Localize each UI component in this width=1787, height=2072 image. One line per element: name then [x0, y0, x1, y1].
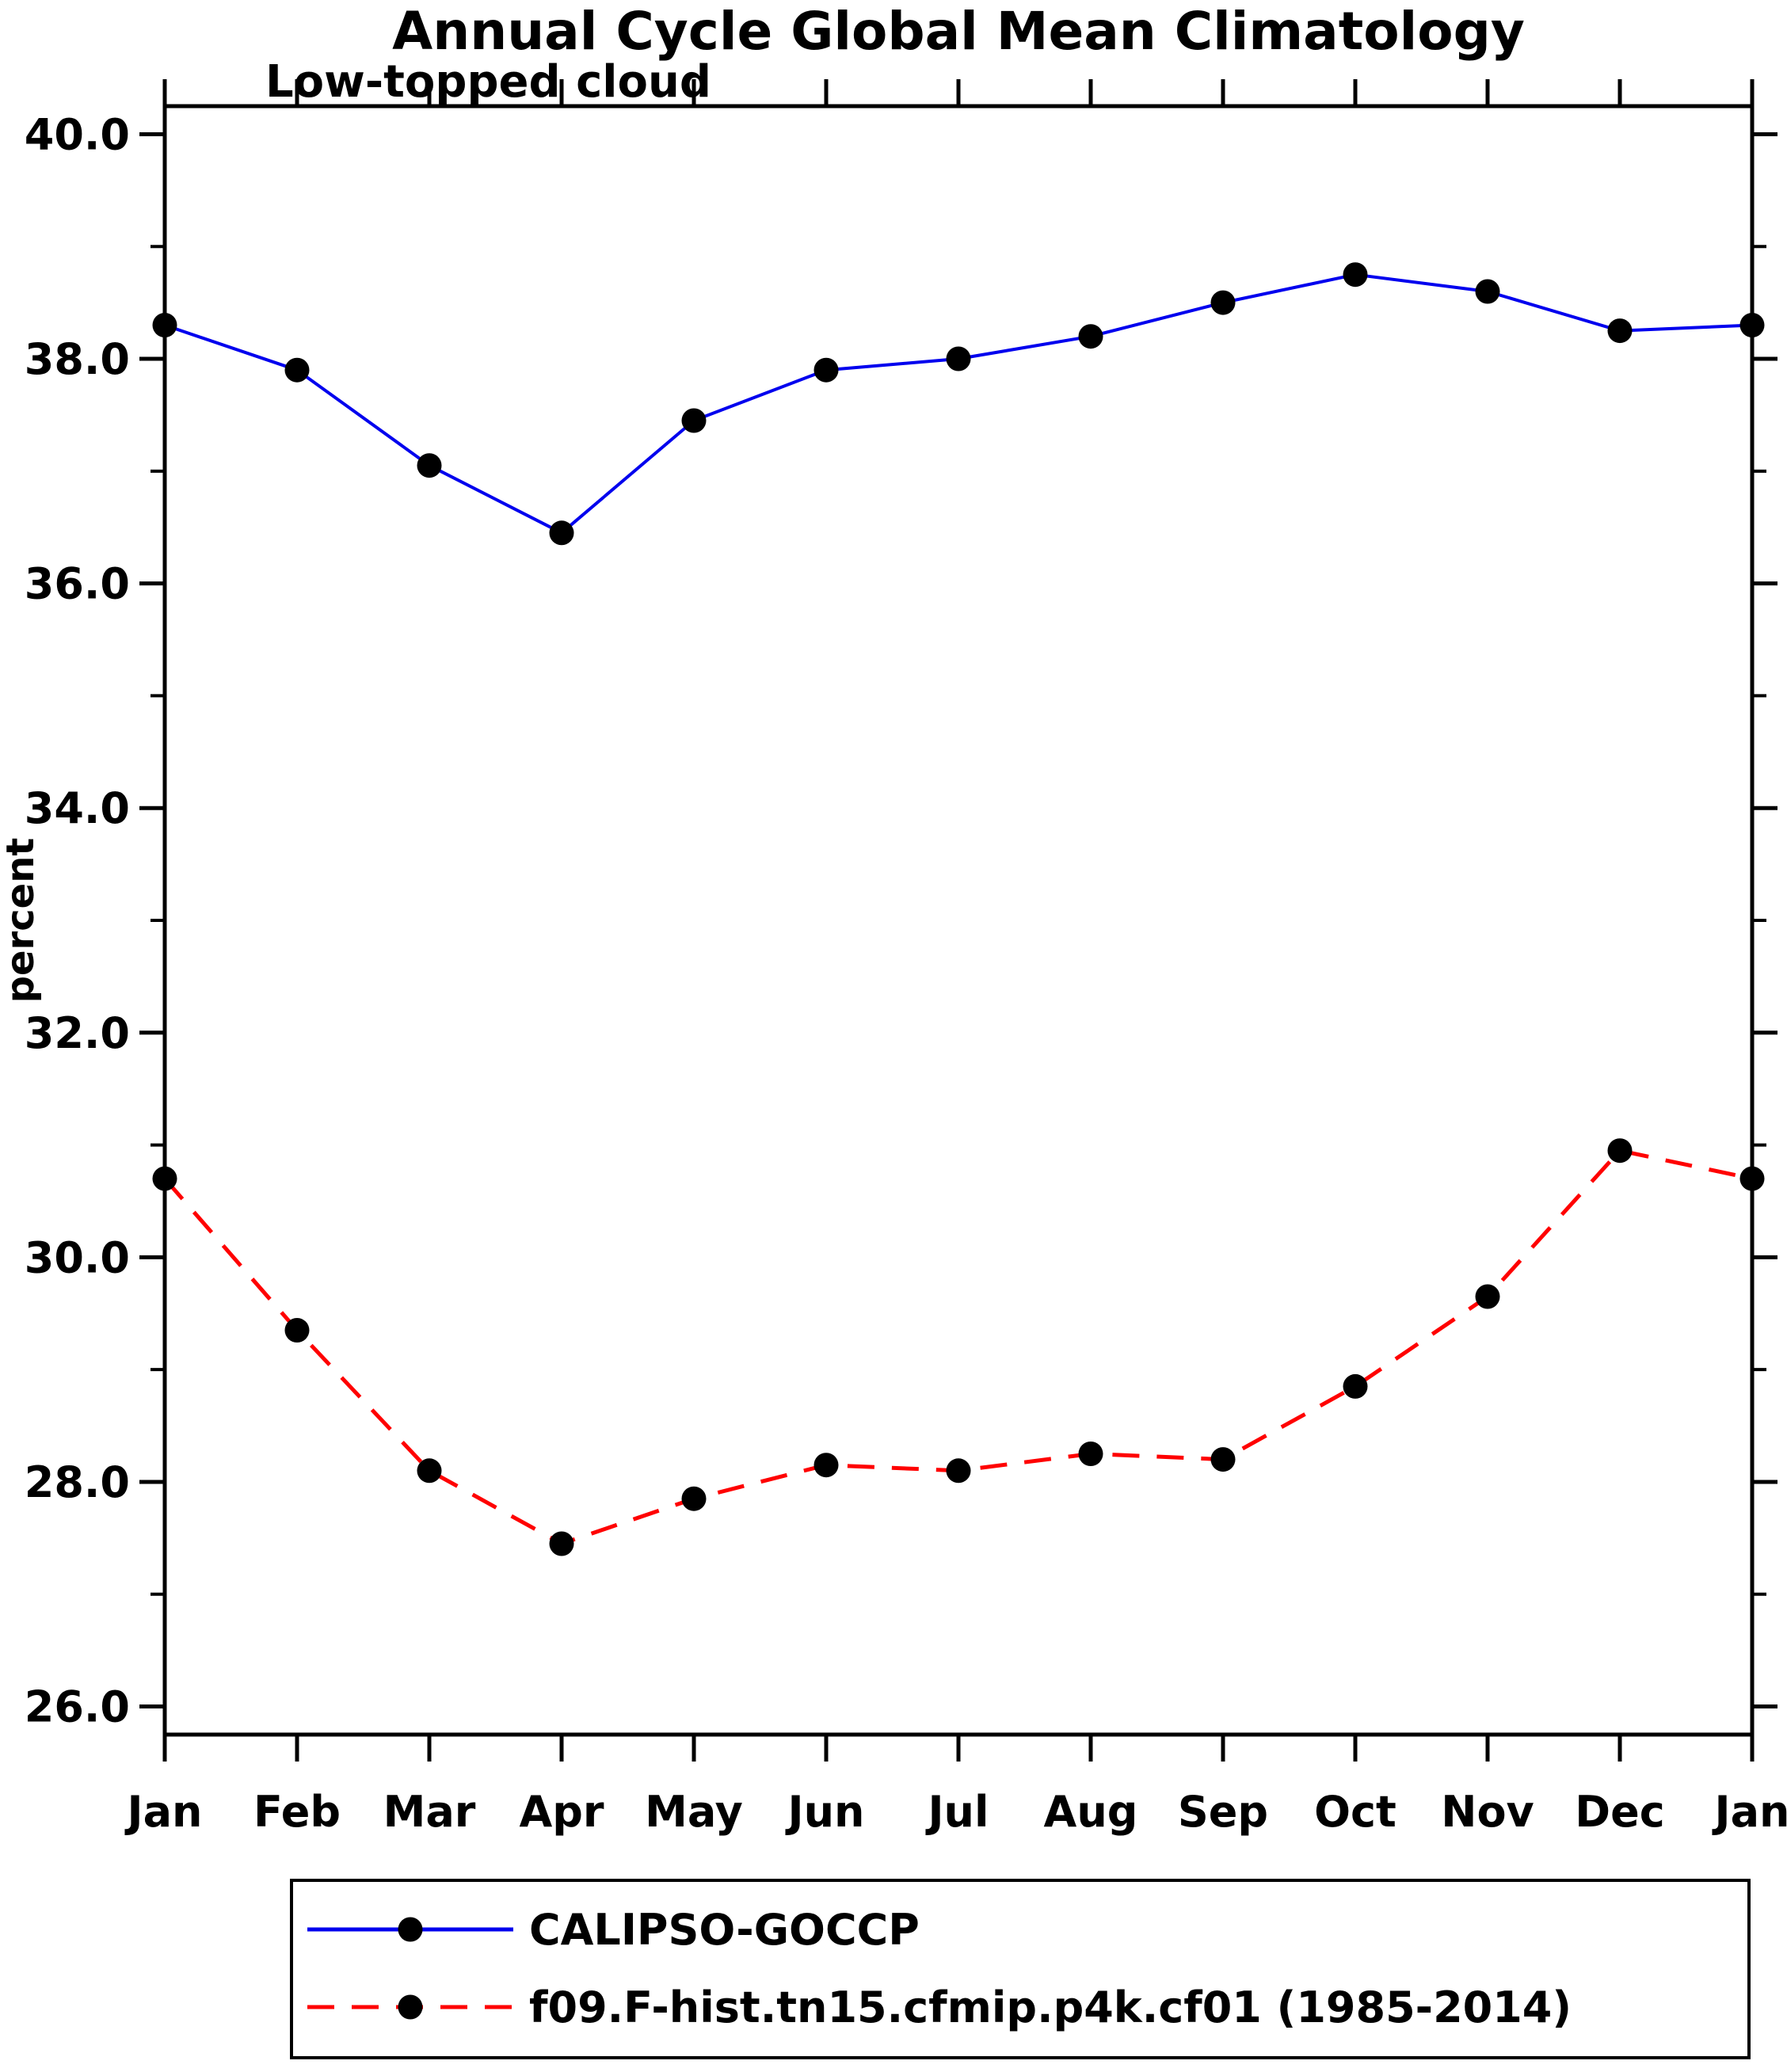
y-tick-label: 32.0	[25, 1008, 130, 1058]
x-tick-label: Jun	[785, 1787, 865, 1837]
data-point	[284, 1318, 310, 1343]
x-tick-label: Dec	[1575, 1787, 1664, 1837]
data-point	[946, 1458, 971, 1484]
data-point	[1739, 313, 1765, 337]
data-point-markers	[152, 262, 1765, 1556]
x-tick-labels: Jan Feb Mar Apr May Jun Jul Aug Sep Oct Nov Dec Jan	[124, 1787, 1787, 1837]
legend-label-calipso: CALIPSO-GOCCP	[529, 1905, 920, 1955]
x-tick-label: Mar	[383, 1787, 476, 1837]
data-point	[1607, 318, 1633, 344]
plot-border	[162, 104, 1755, 1737]
data-point	[1475, 279, 1500, 304]
x-tick-label: Jul	[924, 1787, 989, 1837]
y-tick-labels: 26.0 28.0 30.0 32.0 34.0 36.0 38.0 40.0	[25, 109, 130, 1731]
y-tick-label: 28.0	[25, 1457, 130, 1507]
data-point	[284, 357, 310, 383]
y-tick-label: 36.0	[25, 559, 130, 609]
data-point	[1343, 1373, 1368, 1399]
data-point	[1078, 324, 1103, 349]
chart-title: Annual Cycle Global Mean Climatology	[392, 1, 1525, 62]
data-point	[813, 357, 839, 383]
data-point	[417, 453, 442, 478]
data-point	[417, 1458, 442, 1484]
data-point	[1343, 262, 1368, 288]
legend: CALIPSO-GOCCP f09.F-hist.tn15.cfmip.p4k.…	[290, 1879, 1751, 2059]
data-point	[1210, 290, 1236, 315]
data-point	[1475, 1284, 1500, 1309]
y-tick-label: 40.0	[25, 109, 130, 159]
data-point	[813, 1453, 839, 1478]
x-tick-label: Oct	[1314, 1787, 1396, 1837]
series-line-0	[164, 272, 1753, 535]
data-point	[681, 408, 707, 433]
data-point	[152, 313, 177, 337]
y-axis-label: percent	[0, 838, 43, 1004]
x-tick-label: May	[645, 1787, 743, 1837]
axis-ticks	[139, 79, 1777, 1762]
data-series	[163, 272, 1753, 1546]
legend-box	[290, 1879, 1751, 2059]
legend-label-model: f09.F-hist.tn15.cfmip.p4k.cf01 (1985-201…	[529, 1982, 1572, 2032]
data-point	[152, 1166, 177, 1191]
data-point	[1607, 1138, 1633, 1164]
data-point	[1739, 1166, 1765, 1191]
data-point	[1210, 1447, 1236, 1472]
data-point	[681, 1486, 707, 1511]
x-tick-label: Sep	[1178, 1787, 1268, 1837]
x-tick-label: Apr	[519, 1787, 604, 1837]
y-tick-label: 38.0	[25, 334, 130, 384]
legend-marker-icon	[398, 1994, 423, 2020]
x-tick-label: Feb	[253, 1787, 341, 1837]
data-point	[549, 1531, 574, 1556]
series-line-1	[163, 1148, 1753, 1546]
plot-frame	[162, 104, 1755, 1737]
legend-entry-calipso: CALIPSO-GOCCP	[307, 1905, 920, 1955]
y-tick-label: 30.0	[25, 1232, 130, 1282]
data-point	[549, 520, 574, 546]
x-tick-label: Jan	[124, 1787, 203, 1837]
x-tick-label: Jan	[1712, 1787, 1787, 1837]
legend-entry-model: f09.F-hist.tn15.cfmip.p4k.cf01 (1985-201…	[307, 1982, 1572, 2032]
x-tick-label: Nov	[1441, 1787, 1534, 1837]
data-point	[1078, 1442, 1103, 1466]
data-point	[946, 346, 971, 371]
chart-subtitle: Low-topped cloud	[265, 56, 711, 108]
y-tick-label: 34.0	[25, 783, 130, 833]
legend-marker-icon	[398, 1917, 423, 1942]
x-tick-label: Aug	[1044, 1787, 1138, 1837]
y-tick-label: 26.0	[25, 1682, 130, 1732]
